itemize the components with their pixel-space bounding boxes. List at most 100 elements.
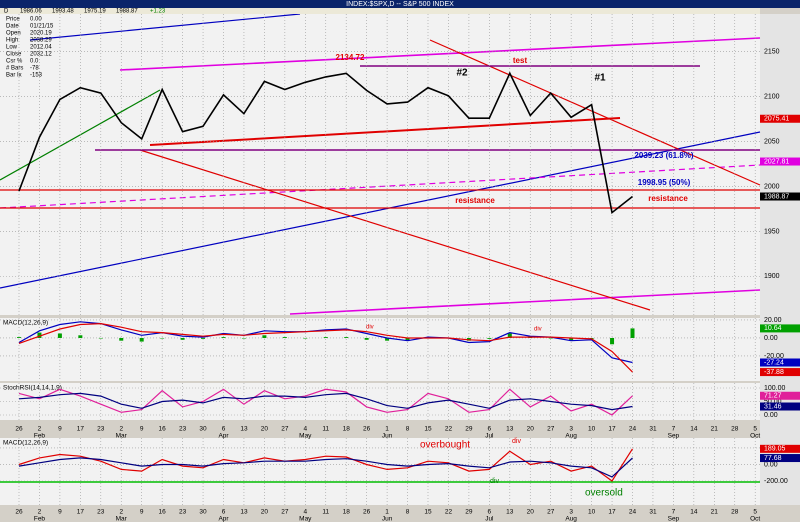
x-tick-label: 20 [527,426,535,433]
x-tick-label: 11 [322,426,329,433]
histogram-bar [548,337,553,339]
month-label: Feb [34,516,46,522]
info-text: 0.0 [30,59,39,65]
month-label: Oct [750,433,760,440]
last-value-label: 71.27 [764,393,782,400]
info-text: Date [6,24,19,30]
moving-average [149,117,621,146]
month-label: May [299,433,312,440]
x-tick-label: 14 [690,426,698,433]
y-tick-label: 50.00 [764,398,782,405]
last-value-label: -27.24 [764,359,784,366]
trend-line [0,164,761,209]
x-tick-label: 27 [547,426,555,433]
x-tick-label: 16 [159,426,167,433]
x-tick-label: 24 [629,509,637,516]
price-label: 2075.41 [764,116,789,123]
y-tick-label: 0.00 [764,412,778,419]
info-text: High [6,38,18,44]
trend-lines [0,13,761,483]
x-tick-label: 1 [385,509,389,516]
window-title: INDEX:$SPX,D -- S&P 500 INDEX [346,1,454,8]
last-value-box [760,402,800,411]
price-label-box [760,192,800,201]
x-tick-label: 30 [199,426,207,433]
month-label: Sep [668,433,680,440]
toolbar-value: D [4,9,9,15]
last-value-box [760,358,800,367]
histogram-bar [344,337,349,338]
x-tick-label: 30 [199,509,207,516]
x-tick-label: 17 [608,426,616,433]
title-bar [0,0,800,8]
last-value-label: 189.05 [764,446,786,453]
annotation: test [513,56,528,65]
histogram-bar [201,337,206,339]
price-label: 1988.87 [764,193,789,200]
x-tick-label: 26 [15,426,23,433]
annotation: 2134.72 [336,53,365,62]
info-text: 2020.19 [30,31,52,37]
x-tick-label: 16 [159,509,167,516]
x-tick-label: 2 [38,426,42,433]
x-tick-label: 28 [731,426,739,433]
x-tick-label: 7 [672,426,676,433]
histogram-bar [282,337,287,338]
trend-line [0,131,761,289]
x-tick-label: 27 [547,509,555,516]
toolbar-value: 1986.06 [20,9,42,15]
toolbar-bg [0,8,760,14]
x-tick-label: 11 [322,509,329,516]
x-tick-label: 29 [465,509,473,516]
last-value-box [760,324,800,333]
histogram-bar [241,337,246,339]
info-text: Csr % [6,59,23,65]
x-tick-label: 5 [753,426,757,433]
trend-line [0,89,161,181]
annotation: #1 [594,73,606,84]
trend-line [119,37,761,71]
x-tick-label: 20 [527,509,535,516]
last-value-box [760,391,800,400]
x-tick-label: 26 [15,509,23,516]
panel-title: StochRSI(14,14,1,9) [3,385,62,392]
x-tick-label: 27 [281,426,289,433]
x-tick-label: 14 [690,509,698,516]
month-label: Mar [116,516,128,522]
x-tick-label: 8 [406,426,410,433]
price-scale [760,14,800,505]
annotation: resistance [648,194,688,203]
price-label-box [760,157,800,166]
trend-line [429,39,761,186]
histogram-bar [364,337,369,340]
info-block: Price 0.00 Date 01/21/15 Open 2020.19 High 2038… [6,17,54,79]
month-label: Jun [382,516,393,522]
month-label: Aug [565,433,577,440]
x-tick-label: 22 [445,426,453,433]
histogram-bar [180,337,185,340]
histogram-bar [160,337,165,339]
info-text: -78 [30,66,39,72]
x-tick-label: 17 [608,509,616,516]
annotation: div [534,327,542,333]
y-tick-label: 100.00 [764,385,786,392]
x-tick-label: 23 [97,426,105,433]
last-value-label: 77.68 [764,455,782,462]
x-tick-label: 21 [711,509,719,516]
x-tick-label: 2 [38,509,42,516]
x-tick-label: 6 [222,509,226,516]
x-tick-label: 27 [281,509,289,516]
month-label: Oct [750,516,760,522]
x-tick-label: 21 [711,426,719,433]
y-tick-label: 2000 [764,183,780,190]
toolbar-value: 1993.48 [52,9,74,15]
x-tick-label: 4 [303,509,307,516]
month-label: Sep [668,516,680,522]
x-tick-label: 13 [240,426,248,433]
x-tick-label: 8 [406,509,410,516]
x-tick-label: 1 [385,426,389,433]
month-label: Apr [218,516,229,522]
histogram-bar [487,337,492,339]
x-tick-label: 23 [97,509,105,516]
